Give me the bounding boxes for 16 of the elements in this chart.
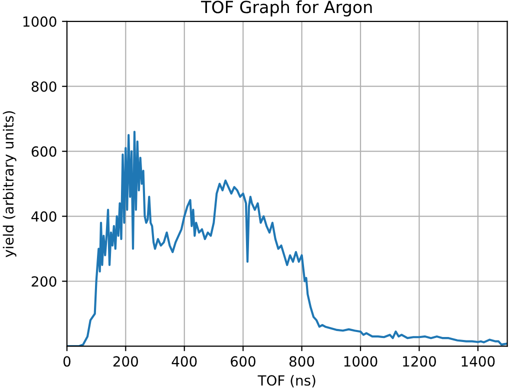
x-axis-title: TOF (ns) (258, 374, 316, 388)
x-tick-label: 1000 (344, 356, 378, 367)
y-tick-label: 400 (31, 211, 56, 222)
chart-title: TOF Graph for Argon (201, 0, 372, 17)
x-tick-label: 1400 (462, 356, 495, 367)
y-tick-label: 200 (32, 276, 56, 287)
x-tick-label: 600 (230, 356, 256, 367)
x-tick-label: 200 (113, 356, 138, 367)
y-tick-label: 600 (32, 146, 56, 157)
x-tick-label: 800 (289, 356, 314, 367)
x-tick-label: 400 (172, 356, 197, 367)
x-tick-label: 1200 (403, 356, 436, 367)
y-axis-title: yield (arbitrary units) (2, 111, 16, 258)
y-tick-label: 800 (32, 81, 56, 92)
x-tick-label: 0 (63, 356, 70, 367)
y-tick-label: 1000 (23, 16, 56, 27)
